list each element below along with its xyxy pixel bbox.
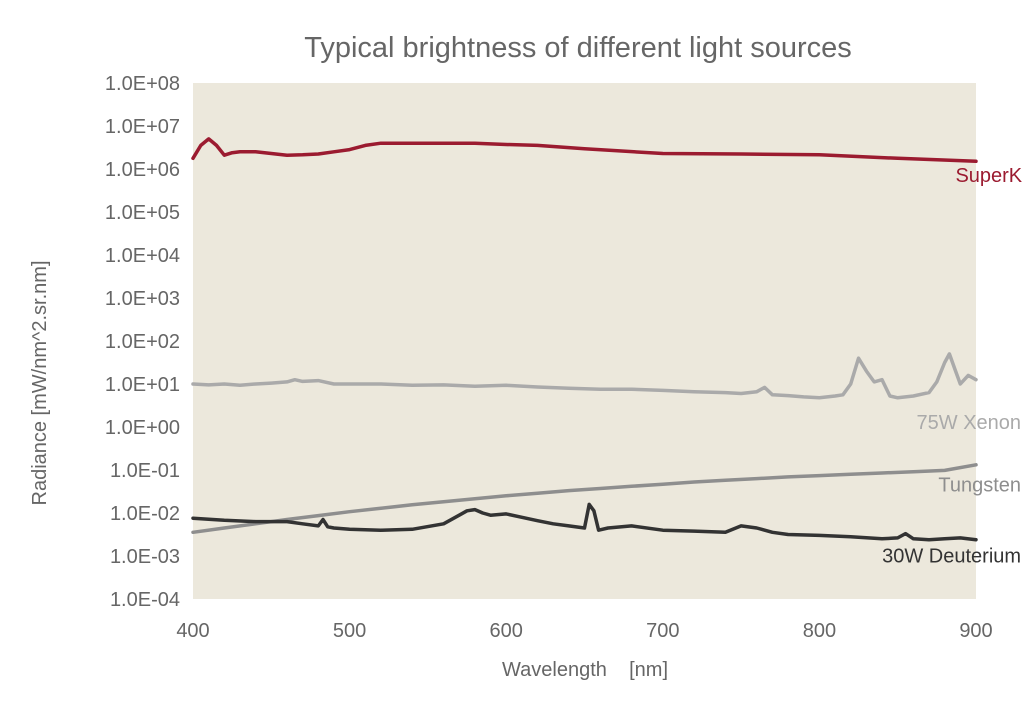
- y-tick-label: 1.0E+04: [105, 245, 180, 267]
- y-tick-label: 1.0E+05: [105, 202, 180, 224]
- series-label-75w-xenon-lamp: 75W Xenon lamp: [917, 412, 1024, 434]
- plot-area: [193, 83, 976, 599]
- x-tick-label: 900: [959, 620, 992, 642]
- series-label-superk-evo: SuperK EVO: [955, 165, 1024, 187]
- y-tick-label: 1.0E+07: [105, 116, 180, 138]
- x-axis-label: Wavelength [nm]: [502, 659, 668, 681]
- x-tick-label: 700: [646, 620, 679, 642]
- series-label-tungsten-lamp: Tungsten lamp: [938, 475, 1024, 497]
- y-axis-label: Radiance [mW/nm^2.sr.nm]: [29, 260, 51, 505]
- y-tick-label: 1.0E+08: [105, 73, 180, 95]
- series-label-30w-deuterium-lamp: 30W Deuterium lamp: [882, 545, 1024, 567]
- y-tick-label: 1.0E+03: [105, 288, 180, 310]
- series-line-tungsten-lamp: [191, 463, 978, 535]
- y-tick-label: 1.0E+02: [105, 331, 180, 353]
- y-tick-label: 1.0E+01: [105, 374, 180, 396]
- y-tick-label: 1.0E+06: [105, 159, 180, 181]
- x-tick-label: 500: [333, 620, 366, 642]
- y-tick-label: 1.0E-03: [110, 546, 180, 568]
- x-tick-label: 600: [490, 620, 523, 642]
- y-tick-label: 1.0E-01: [110, 460, 180, 482]
- y-tick-label: 1.0E+00: [105, 417, 180, 439]
- x-tick-label: 400: [176, 620, 209, 642]
- y-tick-label: 1.0E-04: [110, 589, 180, 611]
- y-tick-label: 1.0E-02: [110, 503, 180, 525]
- x-tick-label: 800: [803, 620, 836, 642]
- series-line-30w-deuterium-lamp: [191, 502, 978, 542]
- series-line-superk-evo: [191, 137, 978, 164]
- series-line-75w-xenon-lamp: [191, 352, 978, 400]
- chart-title: Typical brightness of different light so…: [304, 32, 852, 64]
